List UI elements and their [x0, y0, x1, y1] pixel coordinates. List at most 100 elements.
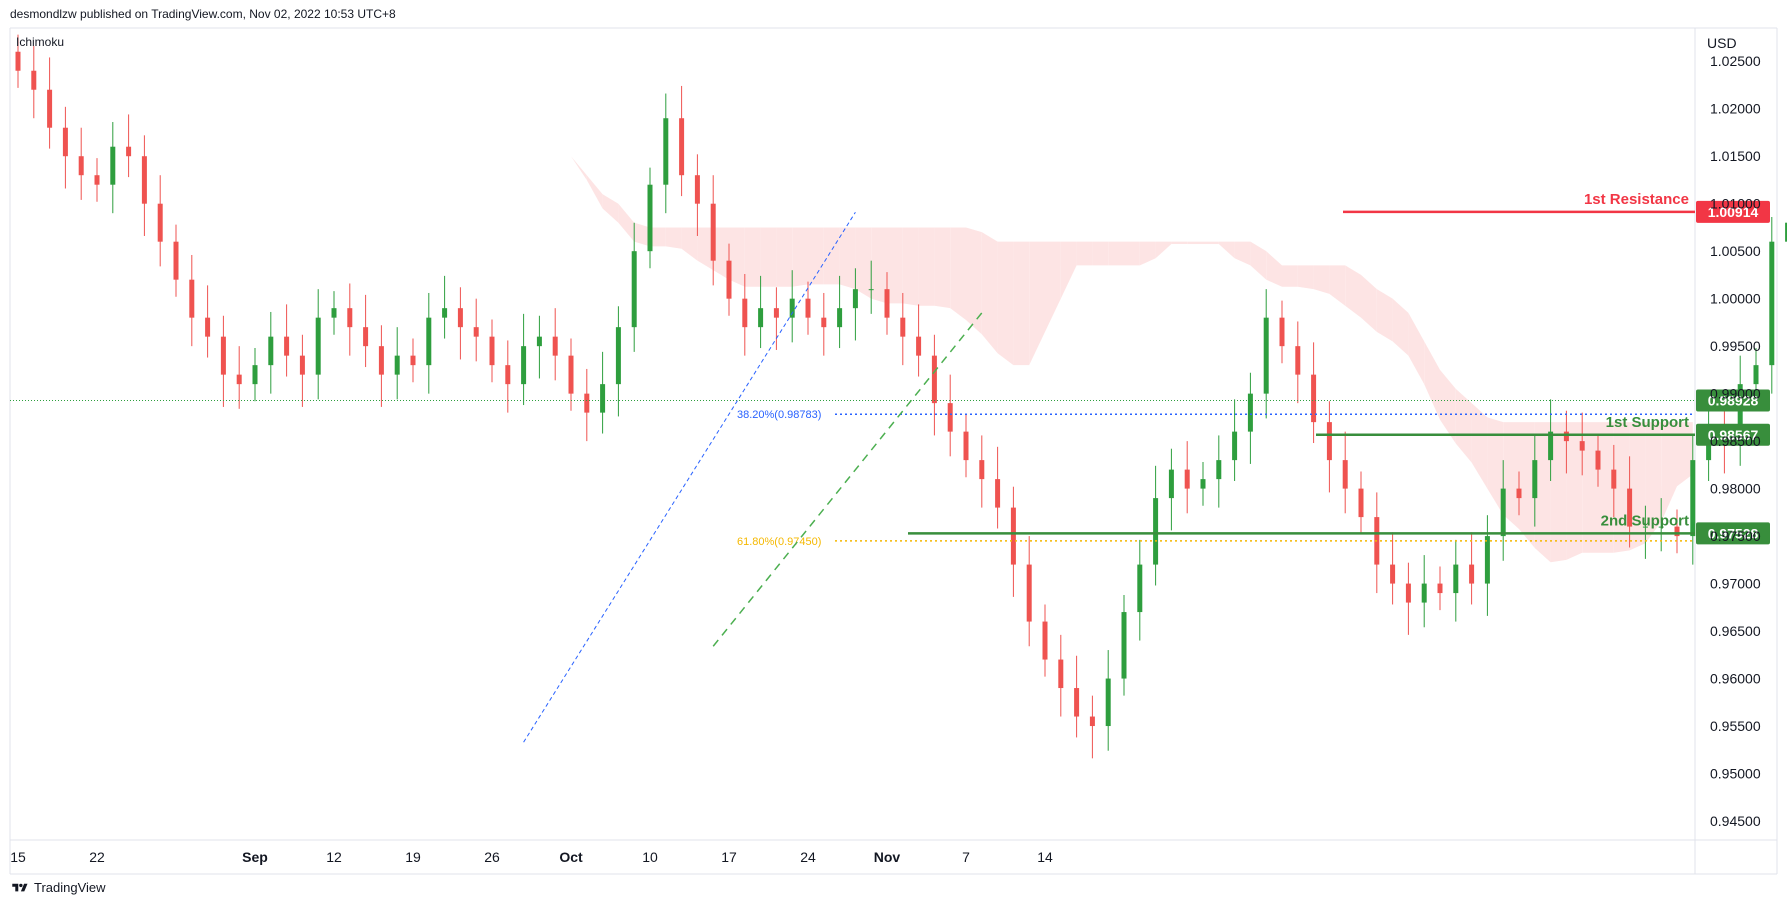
indicator-label: Ichimoku: [16, 35, 64, 49]
cloud-segment: [1266, 251, 1282, 287]
cloud-segment: [1124, 241, 1140, 266]
time-tick-label: 7: [962, 849, 970, 865]
footer-brand-label: TradingView: [34, 880, 106, 895]
candle-body: [773, 308, 779, 318]
cloud-segment: [934, 227, 951, 309]
cloud-segment: [1661, 422, 1677, 522]
candle-body: [189, 279, 195, 318]
candle-body: [1089, 716, 1095, 727]
candle-body: [615, 327, 621, 385]
candle-body: [1342, 460, 1348, 489]
candle-body: [442, 308, 448, 318]
candle-body: [489, 336, 495, 366]
cloud-segment: [1471, 403, 1488, 489]
candle-body: [1279, 317, 1285, 347]
current-price-tag: [1696, 389, 1770, 412]
candle-body: [284, 336, 290, 356]
candle-body: [1563, 431, 1569, 442]
candle-body: [347, 308, 353, 328]
candle-body: [173, 241, 179, 280]
cloud-segment: [1550, 422, 1567, 563]
time-tick-label: 26: [484, 849, 500, 865]
time-tick-label: Sep: [242, 849, 268, 865]
time-tick-label: 10: [642, 849, 658, 865]
cloud-segment: [1677, 422, 1693, 487]
candle-body: [995, 479, 1001, 508]
footer-brand[interactable]: TradingView: [10, 880, 106, 895]
level-price-tag-text: 1.00914: [1708, 204, 1759, 220]
candle-body: [1200, 479, 1206, 489]
candle-body: [805, 298, 811, 318]
cloud-segment: [855, 227, 872, 299]
candle-body: [900, 317, 906, 337]
candle-body: [647, 184, 653, 252]
cloud-segment: [650, 227, 666, 247]
candle-body: [1421, 583, 1427, 603]
cloud-segment: [1361, 274, 1377, 332]
candle-body: [157, 203, 163, 242]
cloud-segment: [1076, 241, 1093, 266]
cloud-segment: [681, 227, 698, 261]
candle-body: [1390, 564, 1396, 584]
cloud-segment: [1424, 341, 1440, 420]
candle-body: [916, 336, 922, 356]
candle-body: [1611, 469, 1617, 489]
candle-body: [1579, 441, 1585, 451]
candle-body: [62, 127, 68, 157]
candle-body: [568, 355, 574, 394]
candle-body: [1469, 564, 1475, 584]
trendline[interactable]: [523, 211, 856, 743]
candle-body: [947, 403, 953, 432]
candle-body: [1137, 564, 1143, 613]
candle-body: [584, 393, 590, 413]
price-tick-label: 0.99000: [1710, 386, 1761, 402]
cloud-segment: [1487, 417, 1504, 515]
cloud-segment: [760, 227, 777, 287]
cloud-segment: [1519, 422, 1535, 548]
publisher-caption: desmondlzw published on TradingView.com,…: [10, 7, 396, 21]
candle-body: [1500, 488, 1506, 537]
trendline[interactable]: [712, 312, 983, 647]
cloud-segment: [1013, 241, 1030, 366]
candle-body: [821, 317, 827, 328]
cloud-segment: [1582, 422, 1598, 553]
cloud-segment: [1629, 422, 1646, 551]
level-price-tag-text: 0.98567: [1708, 427, 1759, 443]
cloud-segment: [1376, 289, 1393, 342]
candle-body: [315, 317, 321, 375]
candle-body: [1785, 222, 1787, 242]
candle-body: [884, 289, 890, 318]
candle-body: [868, 289, 874, 291]
candle-body: [679, 118, 685, 176]
candle-body: [126, 146, 132, 157]
candle-body: [852, 289, 858, 309]
tradingview-logo-icon: [12, 883, 28, 891]
candle-body: [726, 260, 732, 299]
cloud-segment: [1345, 265, 1361, 318]
candle-body: [1769, 241, 1775, 366]
candle-body: [789, 298, 795, 318]
candle-body: [205, 317, 211, 337]
cloud-segment: [1534, 422, 1551, 563]
candle-body: [110, 146, 116, 185]
candle-body: [1263, 317, 1269, 394]
time-axis[interactable]: 15 22 Sep 12 19 26 Oct 10 17 24 Nov 7 14: [10, 849, 1053, 865]
candle-body: [1311, 374, 1317, 423]
candle-body: [1453, 564, 1459, 594]
candle-body: [1184, 469, 1190, 489]
price-axis[interactable]: 1.02500 1.02000 1.01500 1.01000 1.00500 1.000…: [1710, 53, 1761, 829]
cloud-segment: [1440, 369, 1456, 444]
price-tick-label: 1.02000: [1710, 101, 1761, 117]
candle-body: [552, 336, 558, 356]
cloud-segment: [1566, 422, 1583, 560]
price-tick-label: 0.98000: [1710, 481, 1761, 497]
level-label: 2nd Support: [1601, 512, 1689, 529]
candles: [15, 34, 1787, 759]
currency-label: USD: [1707, 35, 1737, 51]
candle-body: [536, 336, 542, 347]
cloud-segment: [713, 227, 729, 280]
candle-body: [1026, 564, 1032, 622]
cloud-segment: [571, 156, 587, 180]
cloud-segment: [792, 227, 808, 287]
